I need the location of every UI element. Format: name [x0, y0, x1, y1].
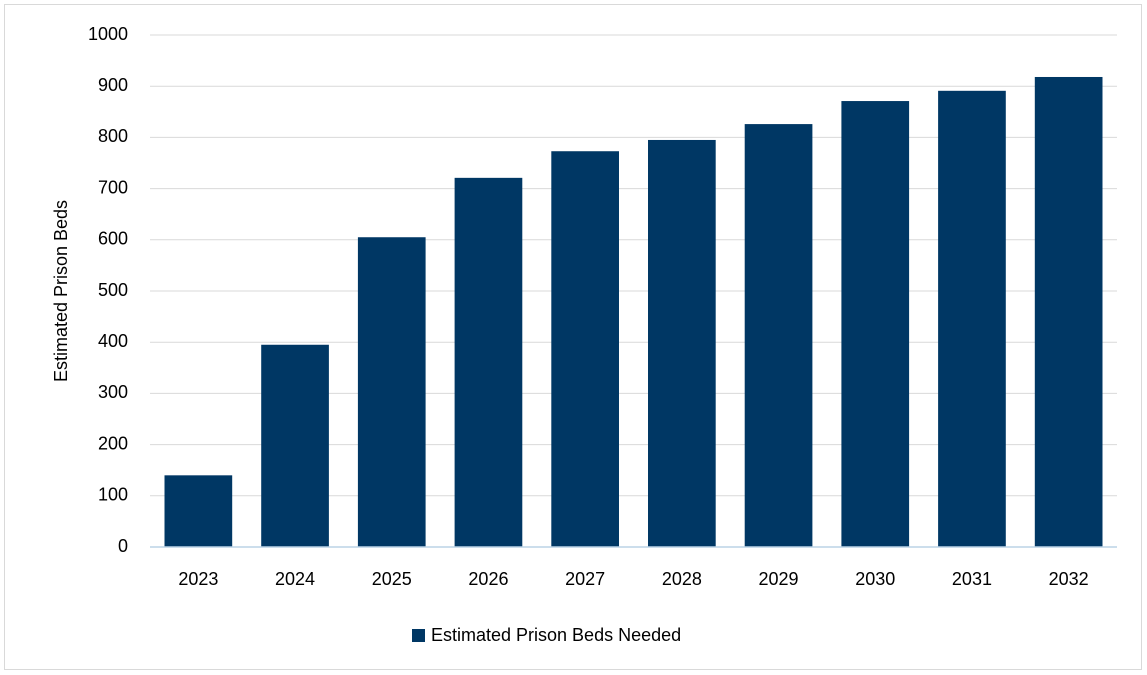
- x-tick-label: 2027: [565, 569, 605, 589]
- x-tick-label: 2028: [662, 569, 702, 589]
- y-tick-label: 700: [98, 177, 128, 197]
- x-tick-label: 2024: [275, 569, 315, 589]
- bar: [841, 101, 910, 547]
- y-axis-label: Estimated Prison Beds: [51, 200, 71, 382]
- x-tick-label: 2031: [952, 569, 992, 589]
- y-tick-label: 0: [118, 536, 128, 556]
- bar: [1034, 76, 1103, 547]
- x-tick-label: 2025: [372, 569, 412, 589]
- bar: [261, 344, 329, 547]
- bar: [551, 151, 619, 547]
- x-tick-label: 2032: [1049, 569, 1089, 589]
- y-tick-label: 200: [98, 433, 128, 453]
- bar: [938, 90, 1006, 548]
- bar: [164, 475, 233, 547]
- x-tick-label: 2026: [468, 569, 508, 589]
- bar: [744, 124, 813, 547]
- y-tick-label: 800: [98, 126, 128, 146]
- y-tick-label: 400: [98, 331, 128, 351]
- bar: [454, 177, 523, 547]
- y-tick-label: 900: [98, 75, 128, 95]
- y-tick-label: 500: [98, 280, 128, 300]
- y-tick-label: 300: [98, 382, 128, 402]
- legend-label: Estimated Prison Beds Needed: [431, 625, 681, 645]
- x-tick-label: 2023: [178, 569, 218, 589]
- bar: [357, 237, 426, 548]
- bar: [648, 139, 716, 547]
- y-tick-label: 100: [98, 485, 128, 505]
- x-tick-label: 2029: [759, 569, 799, 589]
- legend-swatch: [412, 629, 425, 642]
- y-tick-label: 600: [98, 229, 128, 249]
- x-tick-label: 2030: [855, 569, 895, 589]
- y-tick-label: 1000: [88, 24, 128, 44]
